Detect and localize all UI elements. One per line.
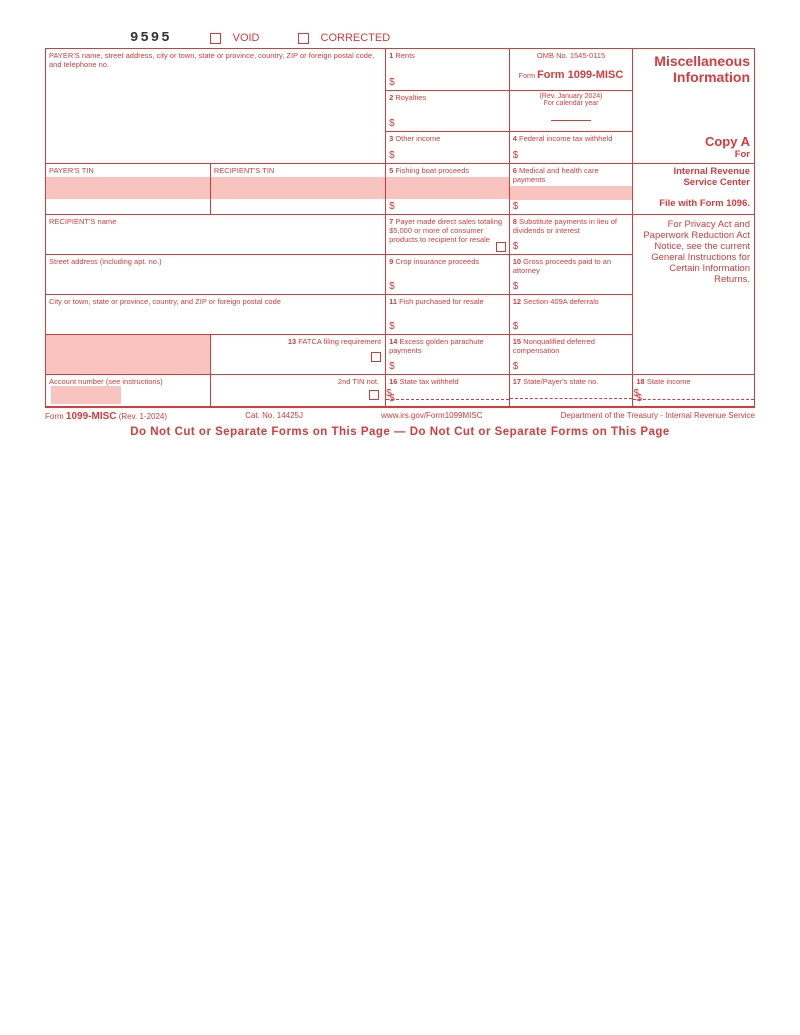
city-cell[interactable]: City or town, state or province, country… [46, 295, 386, 335]
second-tin-cell[interactable]: 2nd TIN not. [210, 375, 385, 408]
box-16-state-tax[interactable]: 16 State tax withheld $ $ [386, 375, 510, 408]
corrected-label: CORRECTED [321, 32, 391, 44]
warning-text: Do Not Cut or Separate Forms on This Pag… [45, 426, 755, 438]
box-12-409a[interactable]: 12 Section 409A deferrals $ [509, 295, 633, 335]
box-13-fatca[interactable]: 13 FATCA filing requirement [210, 335, 385, 375]
street-address-cell[interactable]: Street address (including apt. no.) [46, 255, 386, 295]
corrected-checkbox[interactable] [298, 33, 309, 44]
second-tin-checkbox[interactable] [369, 390, 379, 400]
box-15-nonqual[interactable]: 15 Nonqualified deferred compensation $ [509, 335, 633, 375]
recipient-name-cell[interactable]: RECIPIENT'S name [46, 215, 386, 255]
box-11-fish[interactable]: 11 Fish purchased for resale $ [386, 295, 510, 335]
irs-center-cell: Internal Revenue Service Center File wit… [633, 164, 755, 215]
account-number-cell[interactable]: Account number (see instructions) [46, 375, 211, 408]
footer-row: Form 1099-MISC (Rev. 1-2024) Cat. No. 14… [45, 411, 755, 422]
box-10-attorney[interactable]: 10 Gross proceeds paid to an attorney $ [509, 255, 633, 295]
top-checkboxes-row: 9595 VOID CORRECTED [130, 30, 755, 46]
box-2-royalties[interactable]: 2 Royalties $ [386, 90, 510, 132]
payer-tin-cell[interactable]: PAYER'S TIN [46, 164, 211, 215]
box-7-checkbox[interactable] [496, 242, 506, 252]
omb-cell: OMB No. 1545-0115 Form Form 1099-MISC [509, 49, 633, 91]
footer-cat: Cat. No. 14425J [245, 411, 303, 422]
footer-url: www.irs.gov/Form1099MISC [381, 411, 482, 422]
payer-info-label: PAYER'S name, street address, city or to… [49, 51, 374, 69]
box-5-fishing[interactable]: 5 Fishing boat proceeds $ [386, 164, 510, 215]
footer-form: Form 1099-MISC (Rev. 1-2024) [45, 411, 167, 422]
pink-blank-cell [46, 335, 211, 375]
void-label: VOID [233, 32, 260, 44]
box-3-other-income[interactable]: 3 Other income $ [386, 132, 510, 164]
box-4-fed-tax[interactable]: 4 Federal income tax withheld $ [509, 132, 633, 164]
box-7-direct-sales[interactable]: 7 Payer made direct sales totaling $5,00… [386, 215, 510, 255]
box-6-medical[interactable]: 6 Medical and health care payments $ [509, 164, 633, 215]
privacy-notice-cell: For Privacy Act and Paperwork Reduction … [633, 215, 755, 375]
box-1-rents[interactable]: 1 Rents $ [386, 49, 510, 91]
recipient-tin-cell[interactable]: RECIPIENT'S TIN [210, 164, 385, 215]
copy-a-cell: Copy A For [633, 132, 755, 164]
box-17-state-no[interactable]: 17 State/Payer's state no. [509, 375, 633, 408]
box-14-parachute[interactable]: 14 Excess golden parachute payments $ [386, 335, 510, 375]
payer-info-cell[interactable]: PAYER'S name, street address, city or to… [46, 49, 386, 164]
box-9-crop[interactable]: 9 Crop insurance proceeds $ [386, 255, 510, 295]
form-title-cell: Miscellaneous Information [633, 49, 755, 132]
rev-year-cell: (Rev. January 2024) For calendar year [509, 90, 633, 132]
form-1099-misc-grid: PAYER'S name, street address, city or to… [45, 48, 755, 408]
box-8-substitute[interactable]: 8 Substitute payments in lieu of dividen… [509, 215, 633, 255]
void-checkbox[interactable] [210, 33, 221, 44]
fatca-checkbox[interactable] [371, 352, 381, 362]
box-18-state-income[interactable]: 18 State income $ $ [633, 375, 755, 408]
footer-dept: Department of the Treasury - Internal Re… [561, 411, 755, 422]
form-code: 9595 [130, 30, 172, 46]
